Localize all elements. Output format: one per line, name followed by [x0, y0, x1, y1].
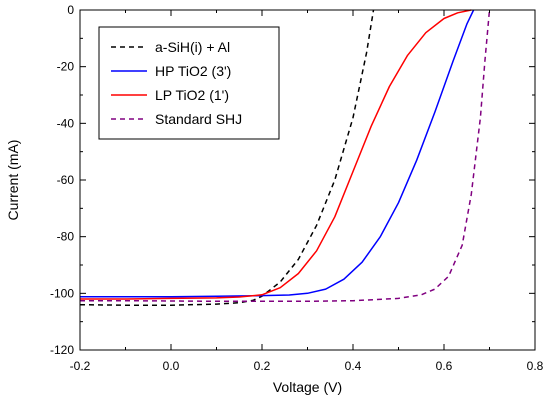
- series-line-4: [80, 9, 491, 303]
- legend-label: HP TiO2 (3'): [155, 63, 231, 79]
- y-tick-label: -120: [50, 343, 74, 357]
- series-line-2: [80, 9, 475, 298]
- y-tick-label: -40: [57, 116, 75, 130]
- x-axis-title: Voltage (V): [273, 379, 342, 395]
- y-tick-label: -80: [57, 230, 75, 244]
- series-line-3: [80, 9, 472, 300]
- legend: a-SiH(i) + Al HP TiO2 (3') LP TiO2 (1') Sta…: [98, 26, 280, 140]
- y-tick-label: -20: [57, 60, 75, 74]
- x-tick-label: 0.4: [345, 359, 362, 373]
- y-tick-label: -60: [57, 173, 75, 187]
- y-axis-title: Current (mA): [5, 140, 21, 221]
- x-tick-label: 0.0: [163, 359, 180, 373]
- x-tick-label: 0.6: [436, 359, 453, 373]
- legend-label: a-SiH(i) + Al: [155, 39, 230, 55]
- legend-label: Standard SHJ: [155, 111, 242, 127]
- y-tick-label: -100: [50, 286, 74, 300]
- x-tick-label: -0.2: [70, 359, 91, 373]
- y-tick-label: 0: [67, 3, 74, 17]
- plot-lines: [79, 9, 491, 306]
- x-axis: -0.2 0.0 0.2 0.4 0.6 0.8: [70, 10, 544, 373]
- x-tick-label: 0.2: [254, 359, 271, 373]
- legend-box: [98, 26, 280, 140]
- x-tick-label: 0.8: [527, 359, 544, 373]
- legend-label: LP TiO2 (1'): [155, 87, 229, 103]
- y-axis: 0 -20 -40 -60 -80 -100 -120: [50, 3, 535, 357]
